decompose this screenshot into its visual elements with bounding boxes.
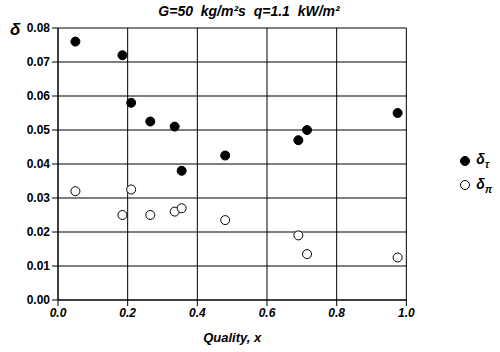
- svg-text:1.0: 1.0: [398, 306, 415, 320]
- svg-text:0.4: 0.4: [189, 306, 206, 320]
- svg-text:Quality, x: Quality, x: [203, 330, 262, 345]
- svg-text:0.6: 0.6: [259, 306, 276, 320]
- svg-text:0.02: 0.02: [27, 225, 51, 239]
- svg-text:0.0: 0.0: [50, 306, 67, 320]
- html-text:δτ: δτ: [476, 151, 489, 170]
- svg-text:0.05: 0.05: [27, 123, 51, 137]
- svg-text:0.00: 0.00: [27, 293, 51, 307]
- svg-text:0.8: 0.8: [328, 306, 345, 320]
- svg-text:0.06: 0.06: [27, 89, 51, 103]
- svg-text:0.07: 0.07: [27, 55, 51, 69]
- svg-text:0.01: 0.01: [27, 259, 51, 273]
- html-text:δ: δ: [10, 20, 21, 39]
- html-text:δπ: δπ: [476, 176, 492, 195]
- svg-text:0.2: 0.2: [119, 306, 136, 320]
- svg-text:0.08: 0.08: [27, 21, 51, 35]
- svg-text:0.04: 0.04: [27, 157, 51, 171]
- svg-text:0.03: 0.03: [27, 191, 51, 205]
- html-text:G=50 kg/m²s q=1.1 kW/m²: G=50 kg/m²s q=1.1 kW/m²: [158, 3, 340, 19]
